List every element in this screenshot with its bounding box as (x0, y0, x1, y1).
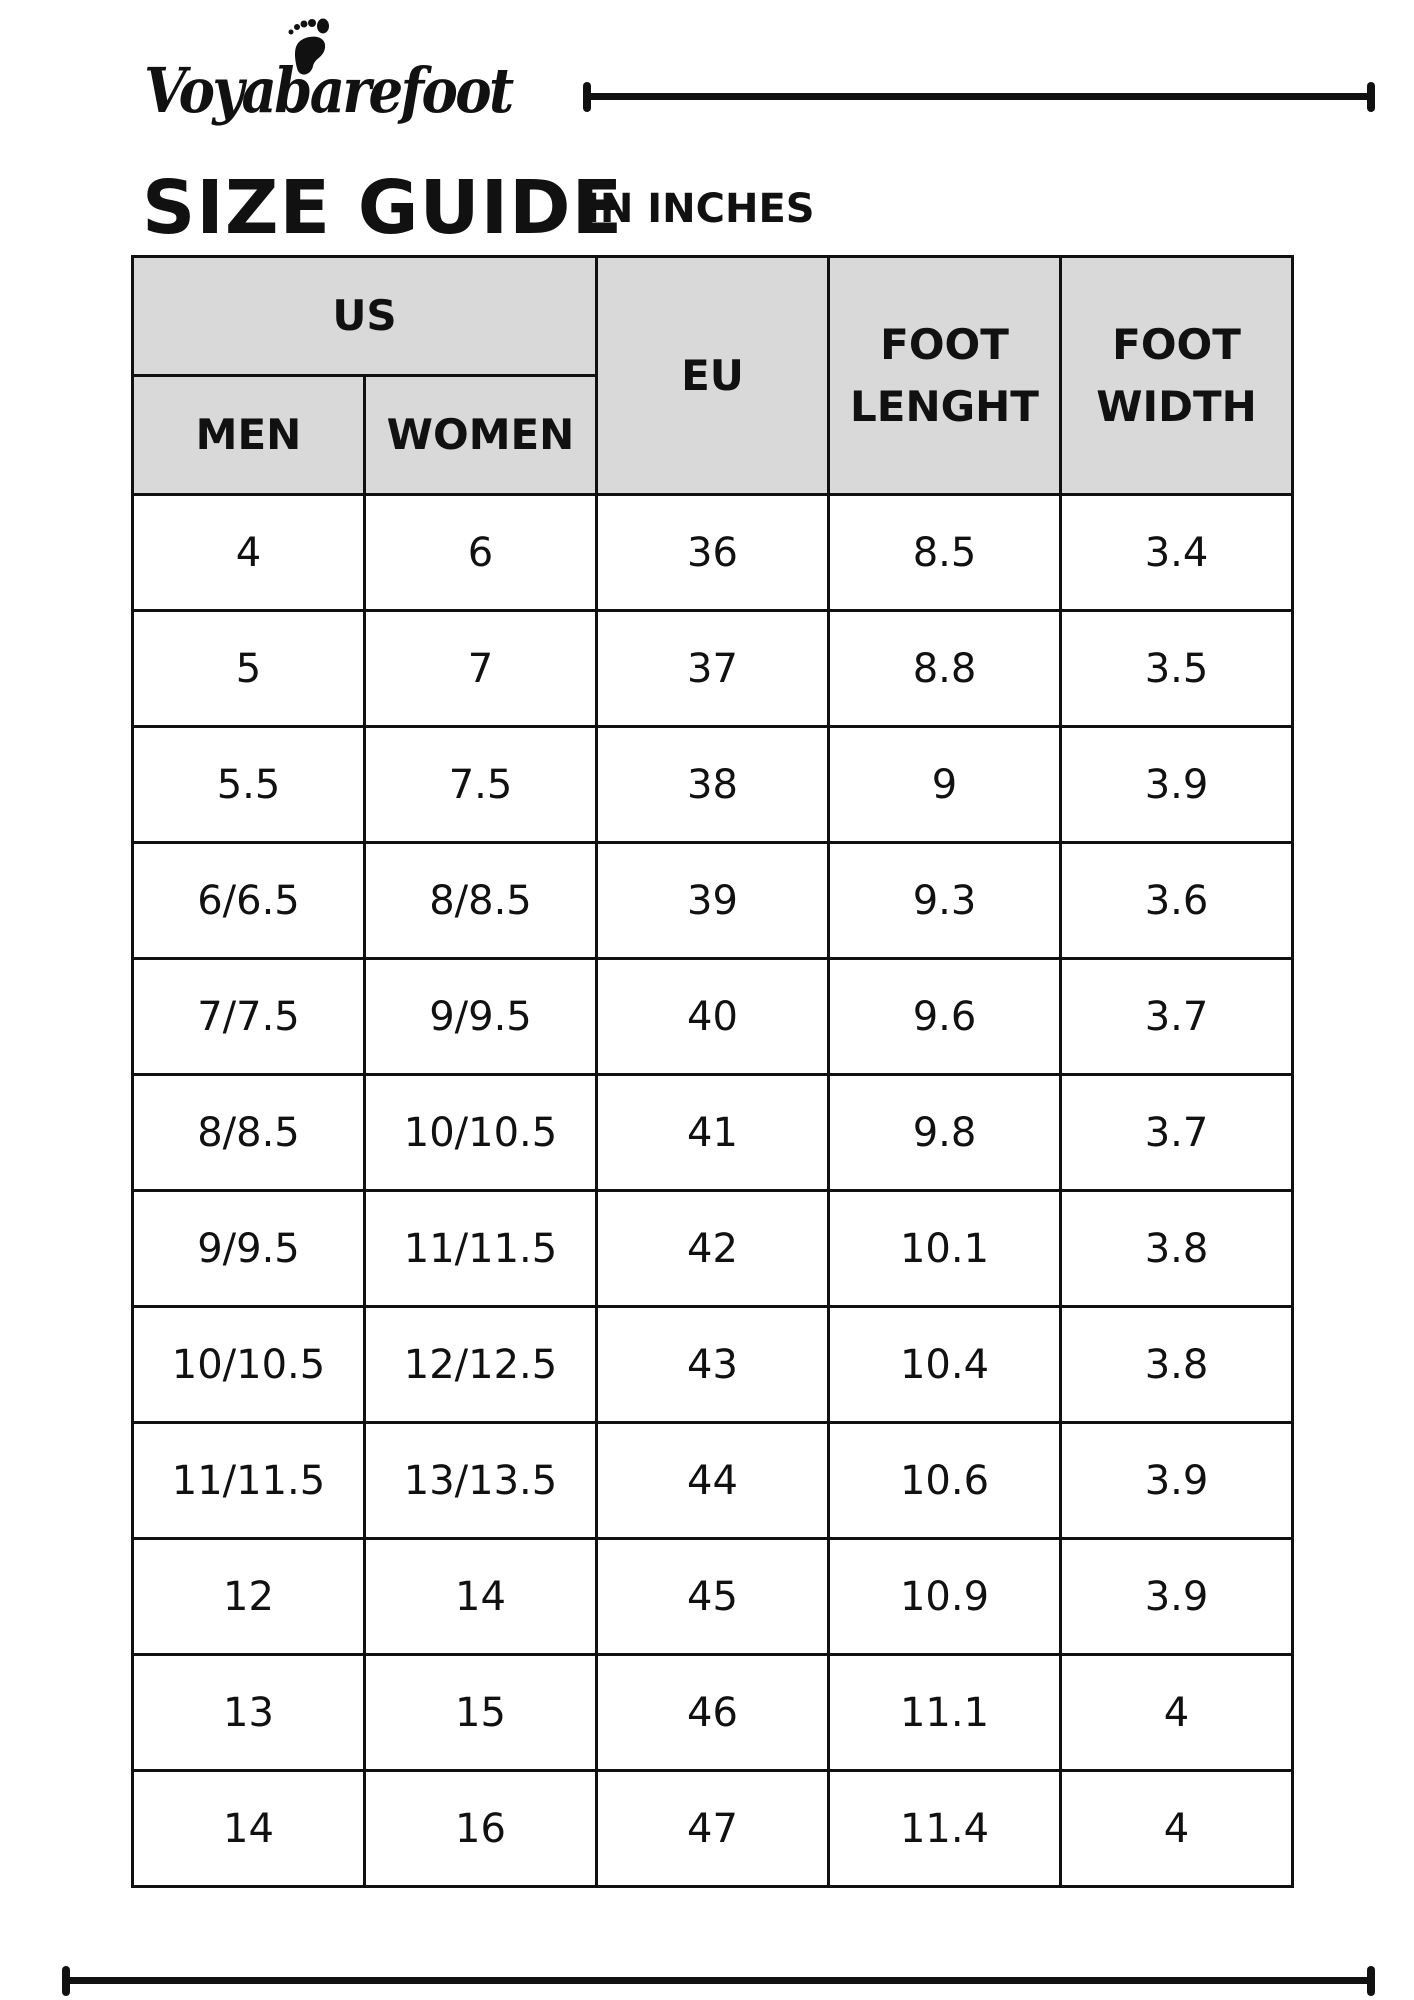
cell-men: 11/11.5 (131, 1421, 366, 1540)
table-row: 11/11.5 13/13.5 44 10.6 3.9 (131, 1421, 1294, 1540)
cell-eu: 36 (595, 493, 830, 612)
cell-length: 10.1 (827, 1189, 1062, 1308)
cell-eu: 37 (595, 609, 830, 728)
cell-women: 13/13.5 (363, 1421, 598, 1540)
cell-length: 10.6 (827, 1421, 1062, 1540)
cell-width: 3.8 (1059, 1189, 1294, 1308)
size-table: US EU FOOT LENGHT FOOT WIDTH MEN WOMEN 4… (131, 255, 1294, 1888)
cell-women: 8/8.5 (363, 841, 598, 960)
cell-men: 5.5 (131, 725, 366, 844)
top-divider-cap-right (1367, 82, 1375, 112)
cell-width: 3.7 (1059, 1073, 1294, 1192)
header-foot-width: FOOT WIDTH (1059, 255, 1294, 496)
table-row: 9/9.5 11/11.5 42 10.1 3.8 (131, 1189, 1294, 1308)
cell-eu: 40 (595, 957, 830, 1076)
top-divider (585, 93, 1373, 100)
size-table-body: 4 6 36 8.5 3.4 5 7 37 8.8 3.5 5.5 7.5 38 9 3.9 6/6.5 8/8… (131, 493, 1294, 1888)
cell-width: 4 (1059, 1769, 1294, 1888)
cell-length: 9 (827, 725, 1062, 844)
cell-women: 14 (363, 1537, 598, 1656)
header-foot-length: FOOT LENGHT (827, 255, 1062, 496)
cell-width: 3.4 (1059, 493, 1294, 612)
cell-eu: 42 (595, 1189, 830, 1308)
cell-eu: 46 (595, 1653, 830, 1772)
cell-length: 8.5 (827, 493, 1062, 612)
cell-length: 11.1 (827, 1653, 1062, 1772)
table-row: 6/6.5 8/8.5 39 9.3 3.6 (131, 841, 1294, 960)
cell-men: 8/8.5 (131, 1073, 366, 1192)
footprint-icon (288, 18, 329, 75)
table-row: 10/10.5 12/12.5 43 10.4 3.8 (131, 1305, 1294, 1424)
cell-length: 10.9 (827, 1537, 1062, 1656)
cell-women: 9/9.5 (363, 957, 598, 1076)
cell-men: 4 (131, 493, 366, 612)
table-row: 7/7.5 9/9.5 40 9.6 3.7 (131, 957, 1294, 1076)
cell-men: 6/6.5 (131, 841, 366, 960)
table-row: 12 14 45 10.9 3.9 (131, 1537, 1294, 1656)
cell-men: 12 (131, 1537, 366, 1656)
table-row: 5.5 7.5 38 9 3.9 (131, 725, 1294, 844)
table-row: 14 16 47 11.4 4 (131, 1769, 1294, 1888)
cell-length: 11.4 (827, 1769, 1062, 1888)
brand-logo: Voyabarefoot (140, 18, 540, 133)
cell-eu: 41 (595, 1073, 830, 1192)
header-women: WOMEN (363, 374, 598, 496)
cell-length: 9.6 (827, 957, 1062, 1076)
cell-width: 4 (1059, 1653, 1294, 1772)
cell-women: 11/11.5 (363, 1189, 598, 1308)
cell-women: 7 (363, 609, 598, 728)
cell-men: 9/9.5 (131, 1189, 366, 1308)
cell-women: 16 (363, 1769, 598, 1888)
cell-women: 6 (363, 493, 598, 612)
cell-women: 12/12.5 (363, 1305, 598, 1424)
cell-length: 9.3 (827, 841, 1062, 960)
bottom-divider-cap-left (62, 1966, 70, 1996)
cell-width: 3.5 (1059, 609, 1294, 728)
cell-width: 3.8 (1059, 1305, 1294, 1424)
cell-width: 3.9 (1059, 1537, 1294, 1656)
cell-width: 3.9 (1059, 1421, 1294, 1540)
cell-men: 14 (131, 1769, 366, 1888)
cell-eu: 47 (595, 1769, 830, 1888)
header-us: US (131, 255, 598, 377)
unit-label: IN INCHES (585, 186, 815, 232)
cell-width: 3.6 (1059, 841, 1294, 960)
table-row: 4 6 36 8.5 3.4 (131, 493, 1294, 612)
cell-men: 7/7.5 (131, 957, 366, 1076)
cell-length: 8.8 (827, 609, 1062, 728)
page-title: SIZE GUIDE (142, 165, 624, 251)
cell-men: 13 (131, 1653, 366, 1772)
cell-eu: 38 (595, 725, 830, 844)
bottom-divider (64, 1977, 1373, 1984)
brand-name: Voyabarefoot (144, 54, 514, 127)
cell-length: 9.8 (827, 1073, 1062, 1192)
top-divider-cap-left (583, 82, 591, 112)
table-row: 8/8.5 10/10.5 41 9.8 3.7 (131, 1073, 1294, 1192)
cell-women: 7.5 (363, 725, 598, 844)
cell-women: 15 (363, 1653, 598, 1772)
cell-eu: 43 (595, 1305, 830, 1424)
cell-women: 10/10.5 (363, 1073, 598, 1192)
cell-men: 10/10.5 (131, 1305, 366, 1424)
table-row: 13 15 46 11.1 4 (131, 1653, 1294, 1772)
cell-eu: 39 (595, 841, 830, 960)
cell-length: 10.4 (827, 1305, 1062, 1424)
header-eu: EU (595, 255, 830, 496)
header-men: MEN (131, 374, 366, 496)
bottom-divider-cap-right (1367, 1966, 1375, 1996)
cell-men: 5 (131, 609, 366, 728)
cell-width: 3.7 (1059, 957, 1294, 1076)
table-row: 5 7 37 8.8 3.5 (131, 609, 1294, 728)
cell-eu: 44 (595, 1421, 830, 1540)
cell-width: 3.9 (1059, 725, 1294, 844)
cell-eu: 45 (595, 1537, 830, 1656)
